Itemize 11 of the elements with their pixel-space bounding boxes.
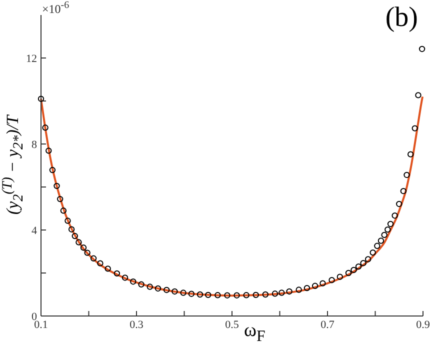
y-tick-label: 4 — [32, 224, 38, 237]
y-tick-label: 12 — [26, 52, 37, 65]
x-tick-label: 0.7 — [320, 318, 335, 331]
annotation: ×10$^{-6}$ — [42, 0, 70, 17]
annotation: (b) — [385, 2, 418, 34]
x-tick-label: 0.9 — [416, 318, 430, 331]
x-axis-title: ω$_{F}$ — [244, 320, 266, 346]
x-tick-label: 0.5 — [225, 318, 240, 331]
x-tick-label: 0.1 — [34, 318, 48, 331]
x-tick-label: 0.3 — [130, 318, 144, 331]
y-tick-label: 8 — [32, 138, 38, 151]
